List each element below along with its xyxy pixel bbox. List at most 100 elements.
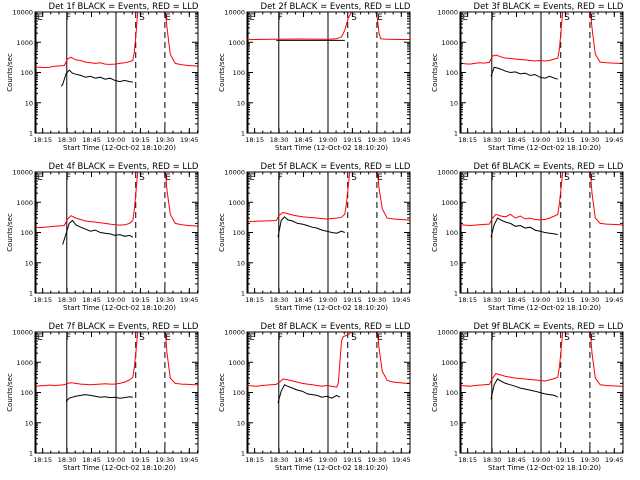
- flag-label-s: S: [139, 13, 144, 23]
- y-axis-label: Counts/sec: [431, 53, 439, 92]
- y-axis-label: Counts/sec: [6, 373, 14, 412]
- x-tick-label: 18:15: [245, 296, 264, 304]
- flag-label-e: E: [377, 333, 382, 343]
- y-tick-label: 10: [25, 419, 33, 427]
- flag-label-e: E: [249, 333, 254, 343]
- x-tick-label: 18:45: [82, 296, 101, 304]
- x-tick-label: 19:45: [605, 456, 624, 464]
- x-tick-label: 18:30: [483, 136, 502, 144]
- flag-label-e: E: [377, 13, 382, 23]
- x-tick-label: 19:15: [556, 136, 575, 144]
- flag-label-e: E: [590, 333, 595, 343]
- x-tick-label: 19:00: [532, 136, 551, 144]
- x-tick-label: 19:00: [532, 296, 551, 304]
- x-tick-label: 18:45: [294, 456, 313, 464]
- events-series-line: [277, 216, 345, 238]
- x-tick-label: 19:45: [392, 296, 411, 304]
- flag-label-e: E: [249, 173, 254, 183]
- x-tick-label: 18:30: [58, 136, 77, 144]
- flag-label-f: F: [491, 13, 496, 23]
- x-tick-label: 19:30: [367, 456, 386, 464]
- x-axis-label: Start Time (12-Oct-02 18:10:20): [63, 144, 176, 152]
- flag-label-e: E: [590, 173, 595, 183]
- x-tick-label: 19:45: [180, 136, 199, 144]
- y-tick-label: 10000: [12, 329, 33, 337]
- x-axis-label: Start Time (12-Oct-02 18:10:20): [488, 304, 601, 312]
- y-tick-label: 10000: [224, 329, 245, 337]
- x-tick-label: 19:45: [180, 296, 199, 304]
- x-tick-label: 18:15: [33, 296, 52, 304]
- panel-title: Det 6f BLACK = Events, RED = LLD: [474, 162, 624, 172]
- x-tick-label: 18:45: [294, 296, 313, 304]
- lld-series-line: [247, 172, 410, 223]
- y-tick-label: 10000: [437, 9, 458, 17]
- x-tick-label: 18:45: [294, 136, 313, 144]
- y-tick-label: 1000: [228, 39, 245, 47]
- x-tick-label: 18:45: [507, 296, 526, 304]
- flag-label-e: E: [165, 333, 170, 343]
- y-tick-label: 1: [29, 130, 33, 138]
- x-tick-label: 18:15: [458, 136, 477, 144]
- x-tick-label: 19:15: [131, 136, 150, 144]
- events-series-line: [490, 378, 559, 400]
- x-tick-label: 19:30: [580, 136, 599, 144]
- y-tick-label: 1000: [16, 39, 33, 47]
- flag-label-f: F: [66, 13, 71, 23]
- x-tick-label: 19:15: [556, 296, 575, 304]
- y-tick-label: 10000: [224, 169, 245, 177]
- flag-label-e: E: [165, 13, 170, 23]
- flag-label-e: E: [462, 13, 467, 23]
- panel-title: Det 8f BLACK = Events, RED = LLD: [261, 322, 411, 332]
- y-tick-label: 1: [241, 450, 245, 458]
- x-tick-label: 19:30: [155, 136, 174, 144]
- events-series-line: [60, 69, 133, 87]
- flag-label-s: S: [139, 173, 144, 183]
- y-axis-label: Counts/sec: [6, 213, 14, 252]
- x-tick-label: 19:45: [392, 456, 411, 464]
- lld-series-line: [35, 12, 198, 69]
- y-tick-label: 1: [454, 450, 458, 458]
- y-axis-label: Counts/sec: [431, 373, 439, 412]
- y-tick-label: 100: [21, 389, 33, 397]
- events-series-line: [65, 394, 133, 402]
- y-axis-label: Counts/sec: [218, 373, 226, 412]
- x-axis-label: Start Time (12-Oct-02 18:10:20): [275, 304, 388, 312]
- panel-title: Det 4f BLACK = Events, RED = LLD: [49, 162, 199, 172]
- x-tick-label: 18:30: [270, 296, 289, 304]
- y-tick-label: 10000: [12, 9, 33, 17]
- lld-series-line: [460, 332, 623, 387]
- y-tick-label: 1: [29, 450, 33, 458]
- flag-label-s: S: [351, 13, 356, 23]
- y-tick-label: 100: [21, 229, 33, 237]
- x-tick-label: 19:00: [107, 136, 126, 144]
- y-tick-label: 100: [446, 229, 458, 237]
- flag-label-e: E: [462, 333, 467, 343]
- y-tick-label: 1000: [16, 359, 33, 367]
- y-tick-label: 10000: [437, 329, 458, 337]
- panel-title: Det 1f BLACK = Events, RED = LLD: [49, 2, 199, 12]
- x-tick-label: 19:15: [131, 456, 150, 464]
- x-tick-label: 19:15: [343, 136, 362, 144]
- y-tick-label: 10: [237, 259, 245, 267]
- x-axis-label: Start Time (12-Oct-02 18:10:20): [488, 464, 601, 472]
- y-axis-label: Counts/sec: [218, 213, 226, 252]
- events-series-line: [490, 217, 558, 238]
- flag-label-f: F: [278, 13, 283, 23]
- x-tick-label: 19:45: [605, 136, 624, 144]
- x-tick-label: 19:00: [532, 456, 551, 464]
- flag-label-s: S: [564, 13, 569, 23]
- x-tick-label: 19:00: [319, 136, 338, 144]
- flag-label-s: S: [351, 173, 356, 183]
- x-axis-label: Start Time (12-Oct-02 18:10:20): [488, 144, 601, 152]
- x-tick-label: 19:30: [367, 296, 386, 304]
- y-tick-label: 1: [29, 290, 33, 298]
- panel-title: Det 3f BLACK = Events, RED = LLD: [474, 2, 624, 12]
- x-tick-label: 19:00: [319, 456, 338, 464]
- x-tick-label: 19:30: [580, 296, 599, 304]
